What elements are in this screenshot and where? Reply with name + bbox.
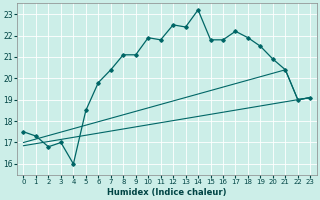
X-axis label: Humidex (Indice chaleur): Humidex (Indice chaleur) xyxy=(107,188,227,197)
